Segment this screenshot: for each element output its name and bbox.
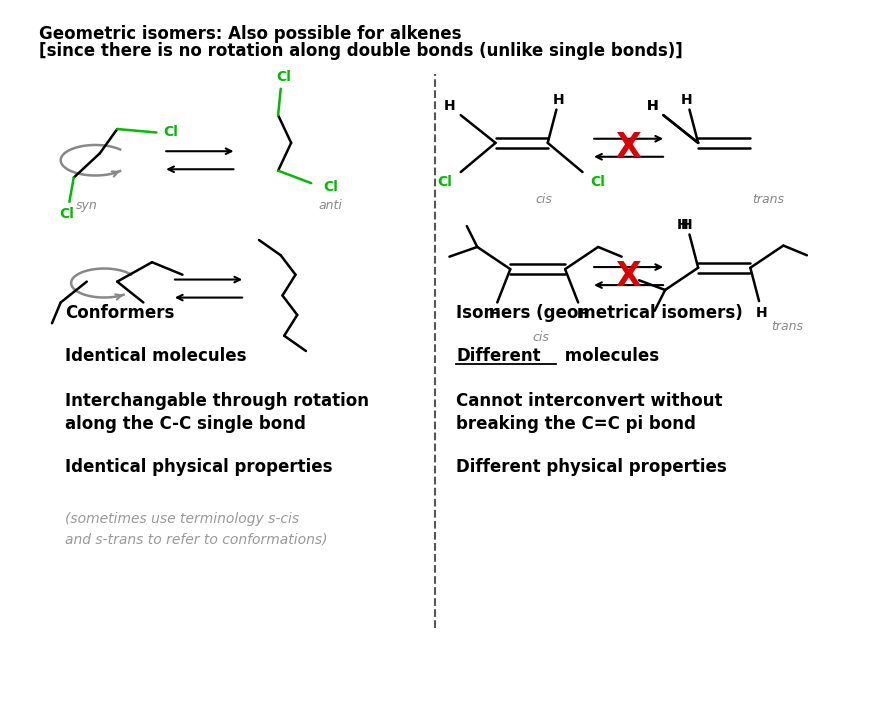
Text: trans: trans (770, 320, 802, 333)
Text: anti: anti (318, 199, 342, 212)
Text: (sometimes use terminology s-cis: (sometimes use terminology s-cis (65, 512, 299, 526)
Text: H: H (576, 307, 588, 322)
Text: Cl: Cl (589, 176, 604, 190)
Text: X: X (615, 260, 641, 293)
Text: H: H (645, 99, 657, 113)
Text: Interchangable through rotation: Interchangable through rotation (65, 392, 368, 410)
Text: Cl: Cl (323, 180, 338, 194)
Text: along the C-C single bond: along the C-C single bond (65, 415, 305, 433)
Text: syn: syn (75, 199, 97, 212)
Text: trans: trans (751, 193, 783, 206)
Text: and s-trans to refer to conformations): and s-trans to refer to conformations) (65, 533, 327, 547)
Text: H: H (552, 93, 563, 107)
Text: cis: cis (534, 193, 551, 206)
Text: Geometric isomers: Also possible for alkenes: Geometric isomers: Also possible for alk… (39, 25, 461, 43)
Text: H: H (681, 93, 692, 107)
Text: Different: Different (456, 347, 540, 365)
Text: molecules: molecules (559, 347, 659, 365)
Text: H: H (645, 99, 657, 113)
Text: Conformers: Conformers (65, 304, 175, 322)
Text: Cl: Cl (437, 176, 452, 190)
Text: X: X (615, 131, 641, 164)
Text: Different physical properties: Different physical properties (456, 458, 726, 476)
Text: breaking the C=C pi bond: breaking the C=C pi bond (456, 415, 695, 433)
Text: H: H (443, 99, 455, 113)
Text: Cannot interconvert without: Cannot interconvert without (456, 392, 722, 410)
Text: H: H (681, 218, 692, 232)
Text: H: H (755, 306, 766, 320)
Text: Identical physical properties: Identical physical properties (65, 458, 332, 476)
Text: Cl: Cl (60, 206, 75, 220)
Text: [since there is no rotation along double bonds (unlike single bonds)]: [since there is no rotation along double… (39, 42, 682, 60)
Text: cis: cis (531, 331, 548, 343)
Text: Isomers (geometrical isomers): Isomers (geometrical isomers) (456, 304, 742, 322)
Text: H: H (488, 307, 500, 322)
Text: Identical molecules: Identical molecules (65, 347, 246, 365)
Text: Cl: Cl (163, 126, 178, 140)
Text: Cl: Cl (275, 70, 290, 84)
Text: H: H (676, 218, 688, 232)
